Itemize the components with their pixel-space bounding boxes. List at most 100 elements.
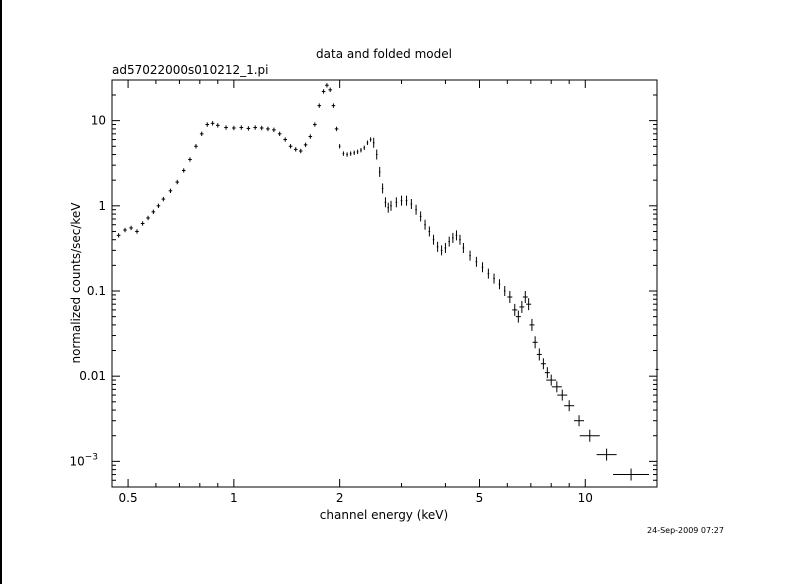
- x-tick-label: 0.5: [119, 491, 138, 505]
- data-point: [544, 367, 550, 379]
- data-point: [199, 131, 204, 137]
- data-point: [338, 144, 341, 149]
- data-point: [129, 225, 133, 231]
- data-point: [540, 358, 546, 370]
- data-point: [387, 202, 390, 213]
- data-point: [579, 429, 600, 442]
- data-point: [334, 126, 339, 132]
- data-point: [232, 125, 236, 131]
- data-point: [436, 241, 439, 252]
- data-point: [298, 148, 303, 154]
- data-point: [328, 87, 333, 93]
- x-tick-label: 5: [476, 491, 484, 505]
- data-point: [135, 229, 139, 234]
- data-point: [349, 151, 352, 156]
- data-point: [405, 195, 408, 206]
- data-point: [161, 196, 166, 202]
- data-point: [455, 230, 458, 241]
- data-point: [116, 233, 121, 238]
- data-point: [210, 121, 215, 126]
- data-point: [532, 336, 538, 349]
- data-point: [574, 415, 585, 427]
- x-tick-label: 2: [336, 491, 344, 505]
- data-point: [239, 125, 244, 130]
- data-point: [419, 211, 422, 222]
- y-tick-label: 10−3: [69, 452, 98, 468]
- data-point: [372, 137, 375, 148]
- data-point: [452, 232, 454, 243]
- data-point: [266, 126, 270, 132]
- data-point: [331, 103, 336, 108]
- data-point: [283, 137, 288, 142]
- data-point: [481, 262, 484, 273]
- data-point: [475, 256, 478, 267]
- data-point: [288, 144, 293, 149]
- data-point: [655, 366, 659, 373]
- data-point: [215, 123, 220, 128]
- data-point: [507, 291, 513, 304]
- data-point: [188, 157, 192, 162]
- data-point: [151, 209, 156, 215]
- x-axis-label: channel energy (keV): [320, 508, 448, 522]
- data-point: [317, 103, 322, 108]
- data-point: [175, 179, 180, 185]
- data-point: [356, 149, 359, 155]
- data-point: [325, 83, 329, 88]
- data-point: [366, 140, 369, 145]
- data-point: [205, 122, 210, 127]
- data-point: [459, 234, 461, 245]
- data-point: [293, 147, 298, 152]
- plot-timestamp: 24-Sep-2009 07:27: [647, 526, 724, 535]
- data-point: [384, 197, 387, 208]
- data-point: [493, 273, 495, 284]
- data-point: [519, 300, 525, 313]
- data-point: [378, 166, 381, 177]
- data-point: [469, 250, 471, 261]
- data-point: [444, 242, 447, 253]
- data-point: [381, 183, 384, 194]
- data-point: [346, 152, 348, 157]
- y-axis-label: normalized counts/sec/keV: [69, 202, 83, 364]
- data-point: [272, 127, 276, 133]
- x-tick-label: 10: [578, 491, 593, 505]
- data-points: [116, 83, 659, 481]
- data-point: [375, 149, 378, 160]
- data-point: [546, 374, 557, 386]
- data-point: [369, 137, 372, 142]
- data-point: [353, 150, 355, 155]
- data-point: [390, 200, 392, 211]
- data-point: [424, 219, 426, 230]
- y-tick-label: 0.01: [79, 369, 106, 383]
- data-point: [448, 236, 451, 247]
- x-axis-ticks: 0.5 1 2 5 10: [119, 80, 593, 505]
- data-point: [515, 310, 521, 323]
- data-point: [526, 298, 532, 311]
- data-point: [224, 125, 228, 130]
- data-point: [596, 448, 617, 461]
- data-point: [440, 245, 443, 256]
- data-point: [181, 168, 186, 173]
- data-point: [363, 145, 366, 150]
- data-point: [308, 134, 313, 139]
- data-point: [536, 348, 542, 361]
- chart-subtitle: ad57022000s010212_1.pi: [112, 63, 269, 77]
- data-point: [253, 125, 257, 130]
- data-point: [428, 226, 431, 237]
- data-point: [503, 285, 506, 296]
- y-tick-label: 1: [98, 199, 106, 213]
- x-tick-label: 1: [230, 491, 238, 505]
- data-point: [551, 381, 562, 393]
- data-point: [400, 195, 403, 206]
- data-point: [360, 147, 362, 153]
- chart-title: data and folded model: [316, 47, 452, 61]
- data-point: [410, 199, 413, 210]
- data-point: [432, 234, 435, 245]
- data-point: [277, 131, 282, 137]
- plot-frame: [111, 79, 658, 488]
- data-point: [168, 188, 173, 194]
- data-point: [415, 204, 417, 215]
- data-point: [462, 242, 465, 253]
- data-point: [395, 197, 398, 208]
- data-point: [259, 125, 264, 131]
